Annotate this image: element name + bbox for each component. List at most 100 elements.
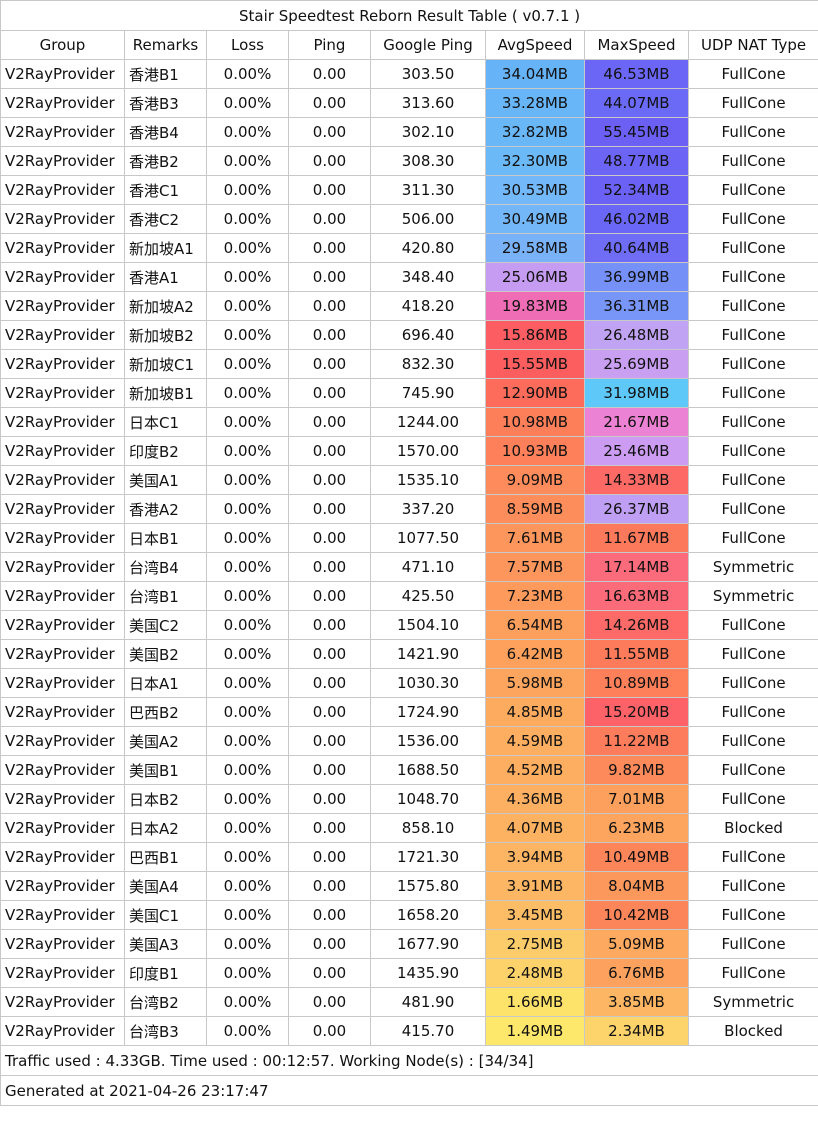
cell-ping: 0.00 [288, 610, 371, 640]
cell-udp-nat-type: FullCone [687, 697, 818, 727]
cell-google-ping: 1536.00 [370, 726, 486, 756]
cell-ping: 0.00 [288, 958, 371, 988]
cell-loss: 0.00% [206, 987, 289, 1017]
cell-udp-nat-type: Symmetric [687, 552, 818, 582]
cell-udp-nat-type: FullCone [687, 291, 818, 321]
cell-ping: 0.00 [288, 842, 371, 872]
cell-avg-speed: 6.54MB [485, 610, 585, 640]
table-row: V2RayProvider 台湾B1 0.00% 0.00 425.50 7.23MB 16… [0, 581, 818, 611]
cell-udp-nat-type: FullCone [687, 204, 818, 234]
table-row: V2RayProvider 台湾B2 0.00% 0.00 481.90 1.66MB 3.… [0, 987, 818, 1017]
cell-ping: 0.00 [288, 204, 371, 234]
table-row: V2RayProvider 美国C2 0.00% 0.00 1504.10 6.54MB 1… [0, 610, 818, 640]
cell-avg-speed: 4.85MB [485, 697, 585, 727]
cell-group: V2RayProvider [0, 88, 125, 118]
cell-loss: 0.00% [206, 465, 289, 495]
cell-google-ping: 506.00 [370, 204, 486, 234]
cell-loss: 0.00% [206, 407, 289, 437]
cell-group: V2RayProvider [0, 407, 125, 437]
cell-remarks: 香港A2 [124, 494, 207, 524]
cell-google-ping: 1077.50 [370, 523, 486, 553]
cell-google-ping: 696.40 [370, 320, 486, 350]
cell-udp-nat-type: FullCone [687, 523, 818, 553]
cell-max-speed: 25.69MB [584, 349, 689, 379]
cell-max-speed: 11.22MB [584, 726, 689, 756]
cell-google-ping: 1575.80 [370, 871, 486, 901]
cell-ping: 0.00 [288, 871, 371, 901]
cell-udp-nat-type: FullCone [687, 59, 818, 89]
cell-max-speed: 40.64MB [584, 233, 689, 263]
cell-avg-speed: 9.09MB [485, 465, 585, 495]
cell-loss: 0.00% [206, 900, 289, 930]
cell-ping: 0.00 [288, 233, 371, 263]
cell-udp-nat-type: FullCone [687, 117, 818, 147]
cell-remarks: 台湾B3 [124, 1016, 207, 1046]
cell-loss: 0.00% [206, 639, 289, 669]
cell-remarks: 美国A3 [124, 929, 207, 959]
cell-loss: 0.00% [206, 784, 289, 814]
table-row: V2RayProvider 台湾B4 0.00% 0.00 471.10 7.57MB 17… [0, 552, 818, 582]
cell-max-speed: 31.98MB [584, 378, 689, 408]
cell-udp-nat-type: Symmetric [687, 581, 818, 611]
cell-loss: 0.00% [206, 262, 289, 292]
column-header-avg-speed: AvgSpeed [485, 30, 585, 60]
cell-max-speed: 2.34MB [584, 1016, 689, 1046]
cell-remarks: 美国A4 [124, 871, 207, 901]
cell-loss: 0.00% [206, 320, 289, 350]
generated-timestamp: Generated at 2021-04-26 23:17:47 [0, 1075, 818, 1106]
cell-max-speed: 52.34MB [584, 175, 689, 205]
cell-avg-speed: 30.49MB [485, 204, 585, 234]
cell-avg-speed: 2.75MB [485, 929, 585, 959]
cell-remarks: 日本A2 [124, 813, 207, 843]
cell-group: V2RayProvider [0, 204, 125, 234]
cell-remarks: 美国B2 [124, 639, 207, 669]
cell-max-speed: 36.99MB [584, 262, 689, 292]
column-header-udp-nat-type: UDP NAT Type [687, 30, 818, 60]
table-row: V2RayProvider 日本A2 0.00% 0.00 858.10 4.07MB 6.… [0, 813, 818, 843]
cell-avg-speed: 10.98MB [485, 407, 585, 437]
cell-google-ping: 1688.50 [370, 755, 486, 785]
cell-group: V2RayProvider [0, 378, 125, 408]
cell-remarks: 巴西B1 [124, 842, 207, 872]
table-row: V2RayProvider 美国A1 0.00% 0.00 1535.10 9.09MB 1… [0, 465, 818, 495]
table-row: V2RayProvider 印度B2 0.00% 0.00 1570.00 10.93MB… [0, 436, 818, 466]
cell-loss: 0.00% [206, 581, 289, 611]
cell-google-ping: 311.30 [370, 175, 486, 205]
table-row: V2RayProvider 新加坡C1 0.00% 0.00 832.30 15.55MB… [0, 349, 818, 379]
cell-avg-speed: 7.57MB [485, 552, 585, 582]
cell-group: V2RayProvider [0, 726, 125, 756]
cell-avg-speed: 33.28MB [485, 88, 585, 118]
cell-max-speed: 46.53MB [584, 59, 689, 89]
cell-loss: 0.00% [206, 378, 289, 408]
cell-group: V2RayProvider [0, 755, 125, 785]
cell-ping: 0.00 [288, 175, 371, 205]
cell-udp-nat-type: FullCone [687, 726, 818, 756]
cell-ping: 0.00 [288, 726, 371, 756]
cell-ping: 0.00 [288, 784, 371, 814]
cell-loss: 0.00% [206, 697, 289, 727]
cell-remarks: 香港B1 [124, 59, 207, 89]
cell-max-speed: 8.04MB [584, 871, 689, 901]
cell-ping: 0.00 [288, 146, 371, 176]
cell-udp-nat-type: FullCone [687, 262, 818, 292]
cell-avg-speed: 29.58MB [485, 233, 585, 263]
cell-ping: 0.00 [288, 349, 371, 379]
cell-remarks: 日本C1 [124, 407, 207, 437]
cell-loss: 0.00% [206, 204, 289, 234]
cell-remarks: 美国A2 [124, 726, 207, 756]
cell-avg-speed: 7.23MB [485, 581, 585, 611]
cell-avg-speed: 34.04MB [485, 59, 585, 89]
cell-avg-speed: 6.42MB [485, 639, 585, 669]
cell-max-speed: 6.23MB [584, 813, 689, 843]
table-row: V2RayProvider 香港C1 0.00% 0.00 311.30 30.53MB 5… [0, 175, 818, 205]
cell-google-ping: 308.30 [370, 146, 486, 176]
cell-udp-nat-type: FullCone [687, 755, 818, 785]
cell-group: V2RayProvider [0, 929, 125, 959]
cell-ping: 0.00 [288, 291, 371, 321]
cell-avg-speed: 3.45MB [485, 900, 585, 930]
column-header-loss: Loss [206, 30, 289, 60]
cell-max-speed: 10.42MB [584, 900, 689, 930]
cell-ping: 0.00 [288, 523, 371, 553]
cell-google-ping: 303.50 [370, 59, 486, 89]
table-row: V2RayProvider 新加坡A1 0.00% 0.00 420.80 29.58MB… [0, 233, 818, 263]
